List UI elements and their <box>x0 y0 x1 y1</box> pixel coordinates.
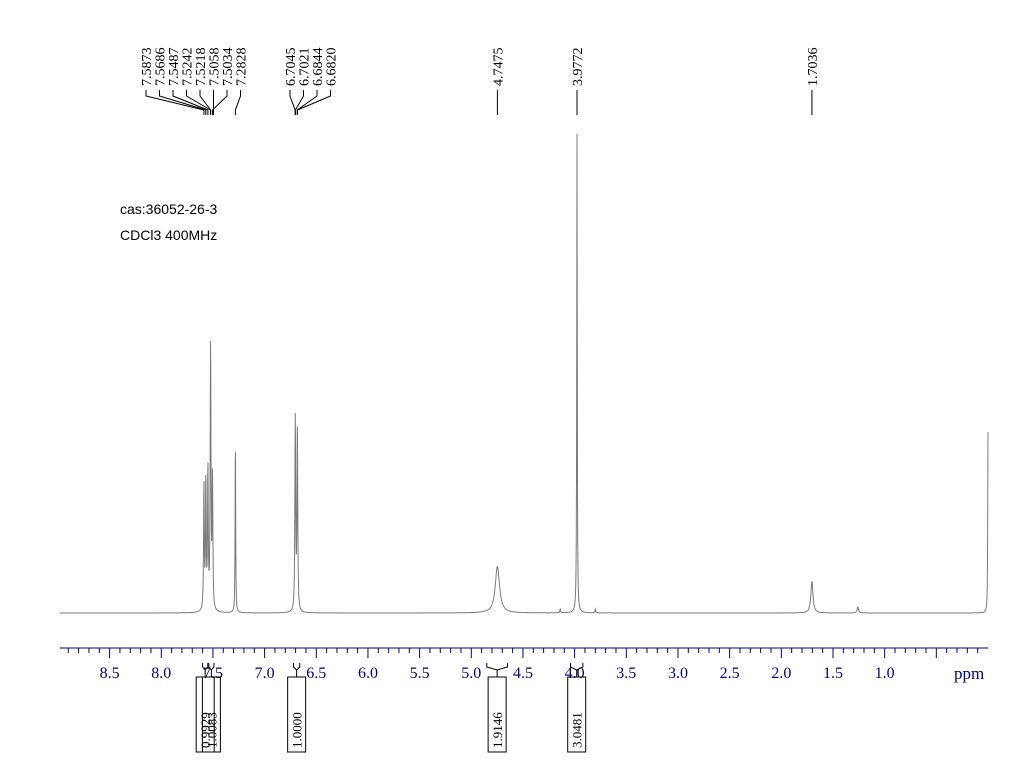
peak-label: 7.2828 <box>235 48 250 87</box>
integral-value-label: 1.9146 <box>490 712 505 748</box>
x-tick-label: 3.0 <box>668 665 688 682</box>
peak-leader-line <box>296 90 331 115</box>
peak-leader-line <box>212 90 228 115</box>
integral-bracket <box>293 663 301 671</box>
x-tick-label: 1.5 <box>823 665 843 682</box>
integral-value-label: 3.0481 <box>570 712 585 748</box>
peak-label: 4.7475 <box>491 47 506 86</box>
peak-label: 7.5058 <box>208 48 223 87</box>
peak-leader-line <box>294 90 304 115</box>
x-tick-label: 3.5 <box>616 665 636 682</box>
x-tick-label: 5.0 <box>461 665 481 682</box>
x-tick-label: 7.0 <box>255 665 275 682</box>
peak-label: 7.5686 <box>154 48 169 87</box>
x-tick-label: 7.5 <box>203 665 223 682</box>
x-tick-label: 2.5 <box>720 665 740 682</box>
peak-leader-line <box>234 90 241 115</box>
integral-value-label: 1.0083 <box>204 712 219 748</box>
x-tick-label: 6.0 <box>358 665 378 682</box>
peak-label: 7.5218 <box>194 48 209 87</box>
x-tick-label: 6.5 <box>306 665 326 682</box>
peak-leader-line <box>145 90 205 115</box>
peak-label: 7.5034 <box>221 48 236 87</box>
peak-label: 3.9772 <box>571 48 586 87</box>
x-axis: ppm 8.5 8.0 7.5 7.0 6.5 6.0 5.5 5.0 4.5 4.0 3.5 3.0… <box>60 647 988 683</box>
peak-label: 6.6844 <box>311 48 326 87</box>
peak-label: 6.7021 <box>298 48 313 87</box>
peak-label: 7.5873 <box>140 48 155 87</box>
peak-label: 7.5487 <box>167 48 182 87</box>
solvent-frequency-annotation: CDCl3 400MHz <box>120 227 217 243</box>
peak-label: 6.7045 <box>284 48 299 87</box>
spectrum-trace <box>60 133 989 614</box>
x-tick-label: 5.5 <box>410 665 430 682</box>
peak-leader-line <box>159 90 207 115</box>
x-axis-unit-label: ppm <box>954 664 984 683</box>
integral-bracket <box>486 663 508 671</box>
x-tick-label: 4.0 <box>565 665 585 682</box>
integral-value-label: 1.0000 <box>290 712 305 748</box>
x-tick-label: 8.5 <box>100 665 120 682</box>
x-tick-label: 2.0 <box>771 665 791 682</box>
peak-leader-line <box>199 90 212 115</box>
peak-label: 6.6820 <box>325 48 340 87</box>
x-tick-label: 4.5 <box>513 665 533 682</box>
peak-label-layer: 7.58737.56867.54877.52427.52187.50587.50… <box>140 47 821 115</box>
peak-label: 7.5242 <box>181 48 196 87</box>
x-tick-label: 1.0 <box>875 665 895 682</box>
spectrum-layer <box>60 133 989 614</box>
cas-annotation: cas:36052-26-3 <box>120 201 218 217</box>
peak-label: 1.7036 <box>806 48 821 87</box>
peak-leader-line <box>172 90 209 115</box>
peak-leader-line <box>289 90 296 115</box>
x-tick-label: 8.0 <box>151 665 171 682</box>
